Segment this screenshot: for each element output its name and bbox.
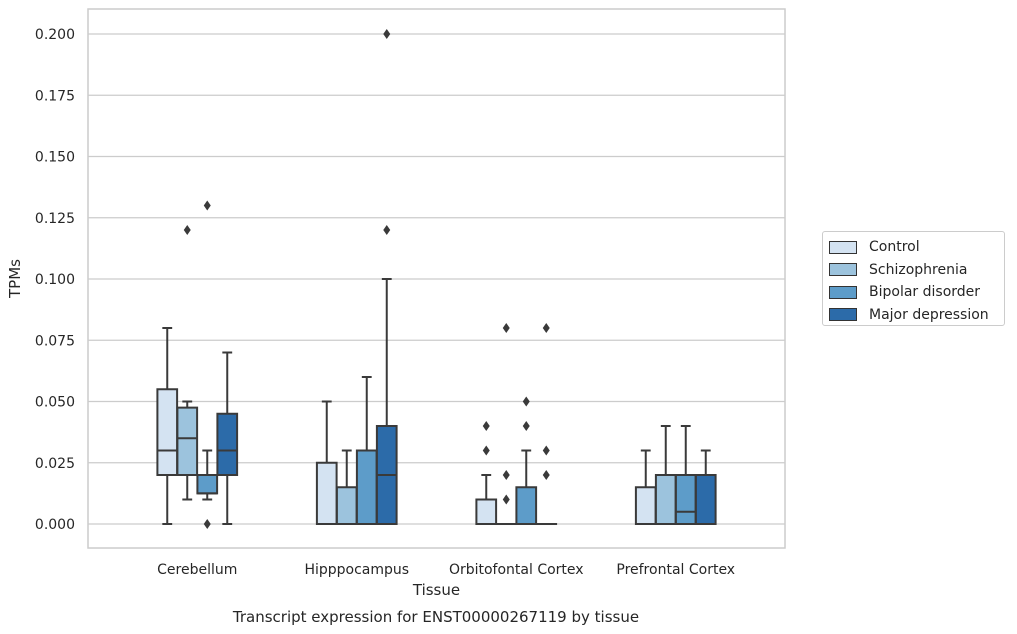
- x-axis-title: Tissue: [412, 581, 460, 599]
- boxes: [156, 29, 717, 529]
- box-body: [475, 498, 498, 525]
- x-tick-label: Cerebellum: [157, 562, 237, 578]
- legend-item-schizophrenia: Schizophrenia: [823, 259, 1004, 282]
- y-tick-labels: 0.000 0.025 0.050 0.075 0.100 0.125 0.150 0.175…: [35, 27, 75, 533]
- box-2-1: [355, 376, 378, 525]
- grid-lines: [88, 33, 785, 525]
- legend-item-control: Control: [823, 236, 1004, 259]
- outlier-point: [502, 470, 510, 480]
- box-body: [156, 388, 179, 476]
- box-body: [355, 449, 378, 525]
- box-body: [196, 474, 219, 495]
- box-0-0: [156, 327, 179, 525]
- box-0-1: [315, 400, 338, 525]
- outlier-point: [482, 445, 490, 456]
- chart-legend: Control Schizophrenia Bipolar disorder M…: [822, 231, 1005, 326]
- box-3-0: [216, 351, 239, 525]
- outlier-point: [203, 200, 211, 211]
- outlier-point: [502, 323, 510, 333]
- legend-swatch-schizophrenia: [829, 263, 857, 277]
- outlier-point: [522, 396, 530, 407]
- plot-area-frame: [87, 8, 786, 549]
- y-tick-label: 0.100: [35, 272, 75, 288]
- x-tick-label: Hipppocampus: [304, 562, 409, 578]
- outlier-point: [522, 421, 530, 431]
- box-body: [674, 474, 697, 525]
- legend-swatch-major-depression: [829, 308, 857, 322]
- outlier-point: [383, 29, 391, 39]
- box-1-1: [335, 449, 358, 525]
- x-tick-labels: Cerebellum Hipppocampus Orbitofontal Corte…: [157, 562, 735, 578]
- legend-label-major-depression: Major depression: [869, 306, 989, 323]
- legend-item-major-depression: Major depression: [823, 304, 1004, 327]
- y-tick-label: 0.150: [35, 150, 75, 166]
- y-axis-title: TPMs: [6, 259, 24, 299]
- box-2-2: [515, 396, 538, 525]
- box-0-3: [634, 449, 657, 525]
- y-tick-label: 0.200: [35, 27, 75, 43]
- chart-caption: Transcript expression for ENST0000026711…: [232, 608, 639, 626]
- box-1-2: [495, 323, 518, 526]
- outlier-point: [542, 323, 550, 333]
- box-body: [634, 486, 657, 525]
- y-tick-label: 0.075: [35, 333, 75, 349]
- box-2-0: [196, 200, 219, 529]
- legend-swatch-bipolar-disorder: [829, 285, 857, 299]
- legend-item-bipolar-disorder: Bipolar disorder: [823, 281, 1004, 304]
- box-3-1: [375, 29, 398, 525]
- box-0-2: [475, 421, 498, 525]
- y-tick-label: 0.125: [35, 211, 75, 227]
- box-2-3: [674, 425, 697, 525]
- legend-label-bipolar-disorder: Bipolar disorder: [869, 284, 981, 301]
- box-3-3: [694, 449, 717, 525]
- legend-label-control: Control: [869, 239, 920, 256]
- box-body: [694, 474, 717, 525]
- x-tick-label: Prefrontal Cortex: [616, 562, 735, 578]
- legend-label-schizophrenia: Schizophrenia: [869, 261, 968, 278]
- legend-swatch-control: [829, 240, 857, 254]
- box-body: [315, 461, 338, 525]
- box-body: [216, 412, 239, 476]
- y-tick-label: 0.175: [35, 88, 75, 104]
- box-body: [335, 486, 358, 525]
- outlier-point: [502, 494, 510, 505]
- box-1-3: [654, 425, 677, 525]
- box-3-2: [535, 323, 558, 526]
- y-tick-label: 0.025: [35, 456, 75, 472]
- outlier-point: [203, 519, 211, 529]
- outlier-point: [542, 470, 550, 480]
- box-1-0: [176, 225, 199, 501]
- outlier-point: [542, 445, 550, 456]
- box-body: [515, 486, 538, 525]
- box-body: [654, 474, 677, 525]
- y-tick-label: 0.050: [35, 395, 75, 411]
- outlier-point: [183, 225, 191, 235]
- box-body: [176, 406, 199, 476]
- x-tick-label: Orbitofontal Cortex: [449, 562, 584, 578]
- y-tick-label: 0.000: [35, 517, 75, 533]
- outlier-point: [482, 421, 490, 431]
- outlier-point: [383, 225, 391, 235]
